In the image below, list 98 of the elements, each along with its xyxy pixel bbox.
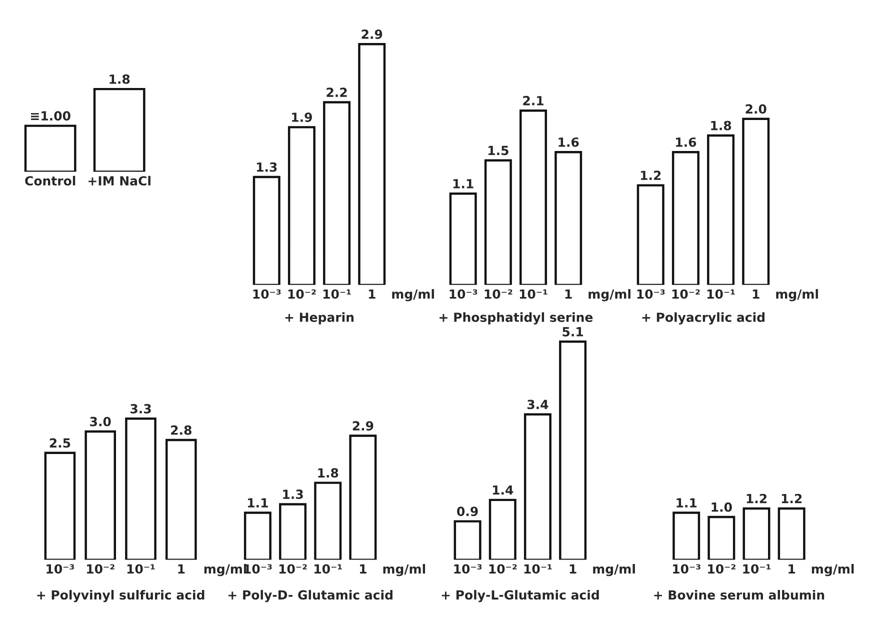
bar (520, 109, 547, 285)
x-tick-label: 10⁻³ (454, 564, 482, 574)
bar (84, 430, 116, 560)
data-label: 1.4 (492, 485, 514, 495)
x-tick-label: 10⁻² (484, 289, 512, 299)
x-tick-label: 10⁻³ (253, 289, 281, 299)
text: mg/ml (383, 564, 426, 576)
data-label: 2.0 (746, 104, 766, 114)
x-tick-label: 10⁻³ (450, 289, 478, 299)
x-tick-label: 1 (565, 289, 572, 299)
x-tick-label: 10⁻¹ (707, 289, 735, 299)
x-axis-title: + Phosphatidyl serine (440, 312, 593, 325)
bar (524, 413, 552, 560)
x-tick-label: 1 (368, 289, 376, 299)
text: mg/ml (392, 289, 434, 302)
x-tick-label: 1 (788, 564, 796, 574)
text: mg/ml (204, 564, 246, 576)
x-tick-label: 1 (360, 564, 366, 574)
bar (672, 150, 700, 285)
bar (636, 184, 664, 285)
data-label: 1.8 (318, 468, 338, 478)
data-label: 2.2 (326, 88, 347, 97)
x-tick-label: 10⁻¹ (323, 289, 351, 299)
bar (323, 101, 351, 285)
x-tick-label: 10⁻³ (244, 564, 272, 574)
data-label: 3.4 (527, 400, 548, 410)
bar (454, 520, 482, 560)
x-tick-label: 10⁻¹ (524, 564, 552, 574)
x-tick-label: +IM NaCl (88, 176, 150, 186)
bar (44, 452, 76, 560)
data-label: 1.1 (248, 498, 268, 508)
x-axis-title: + Polyvinyl sulfuric acid (37, 590, 204, 602)
data-label: 2.9 (362, 30, 382, 39)
text: mg/ml (776, 289, 818, 302)
bar (742, 118, 770, 285)
x-tick-label: 10⁻² (489, 564, 517, 574)
bar (314, 482, 342, 560)
data-label: 0.9 (457, 506, 478, 516)
bar (707, 134, 735, 285)
x-axis-title: + Polyacrylic acid (642, 312, 764, 325)
data-label: 1.1 (453, 179, 474, 188)
bar (449, 192, 477, 285)
data-label: 1.8 (711, 120, 732, 130)
data-label: 5.1 (562, 327, 584, 336)
data-label: 1.8 (110, 74, 130, 84)
data-label: 2.9 (352, 421, 374, 431)
data-label: 1.3 (283, 490, 303, 500)
bar (349, 434, 377, 560)
x-tick-label: 10⁻² (279, 564, 307, 574)
x-axis-title: + Poly-D- Glutamic acid (228, 590, 392, 602)
bar (244, 512, 272, 560)
x-tick-label: 10⁻² (87, 564, 114, 574)
x-tick-label: 10⁻³ (637, 289, 665, 299)
data-label: 1.6 (558, 137, 579, 147)
data-label: 1.5 (488, 146, 508, 156)
data-label: 3.3 (130, 404, 151, 414)
bar (288, 126, 316, 285)
x-tick-label: 10⁻¹ (127, 564, 155, 574)
data-label: 1.1 (676, 498, 697, 508)
x-tick-label: 10⁻¹ (520, 289, 548, 299)
x-tick-label: 1 (570, 564, 576, 574)
bar (166, 438, 197, 560)
x-tick-label: 10⁻² (672, 289, 700, 299)
x-tick-label: 1 (752, 289, 760, 299)
x-tick-label: 10⁻¹ (743, 564, 771, 574)
x-tick-label: 10⁻² (288, 289, 316, 299)
bar (125, 418, 156, 560)
x-tick-label: 10⁻³ (46, 564, 74, 574)
x-tick-label: 1 (178, 564, 185, 574)
data-label: ≡1.00 (31, 111, 70, 121)
x-tick-label: Control (25, 176, 76, 186)
data-label: 2.1 (523, 96, 544, 106)
data-label: 1.2 (640, 170, 661, 180)
data-label: 1.6 (676, 137, 696, 147)
x-tick-label: 10⁻² (708, 564, 736, 574)
bar (488, 498, 516, 560)
bar (484, 159, 512, 285)
data-label: 2.8 (171, 425, 192, 435)
data-label: 1.2 (782, 494, 802, 504)
bar (554, 150, 582, 285)
x-axis-title: + Heparin (285, 312, 354, 324)
data-label: 1.3 (256, 162, 277, 172)
data-label: 1.2 (746, 494, 766, 504)
data-label: 3.0 (90, 416, 111, 426)
text: mg/ml (593, 564, 635, 576)
x-tick-label: 10⁻¹ (314, 564, 342, 574)
text: mg/ml (812, 564, 854, 576)
x-axis-title: + Bovine serum albumin (654, 590, 824, 600)
text: mg/ml (588, 289, 630, 302)
data-label: 1.0 (712, 502, 732, 512)
x-tick-label: 10⁻³ (673, 564, 700, 574)
data-label: 1.9 (292, 112, 312, 122)
bar (279, 503, 307, 560)
x-axis-title: + Poly-L-Glutamic acid (442, 590, 599, 602)
bar (252, 176, 280, 285)
bar (559, 340, 587, 560)
data-label: 2.5 (50, 438, 70, 448)
bar (358, 43, 386, 285)
